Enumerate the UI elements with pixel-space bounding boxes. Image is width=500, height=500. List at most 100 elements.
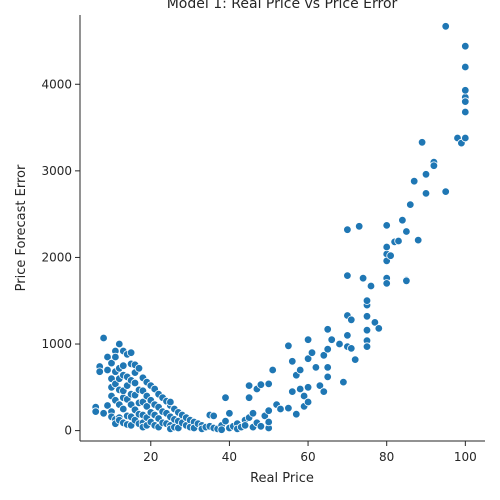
data-point (358, 274, 368, 283)
data-point (461, 97, 470, 106)
data-point (362, 296, 372, 305)
x-tick-label: 40 (222, 450, 237, 464)
data-point (240, 421, 250, 430)
data-point (323, 363, 332, 372)
data-point (276, 404, 285, 414)
y-tick-label: 2000 (41, 250, 72, 264)
data-point (209, 411, 218, 421)
data-point (319, 387, 328, 396)
data-point (107, 358, 116, 368)
data-point (414, 235, 423, 245)
data-point (402, 227, 411, 236)
data-point (370, 318, 380, 327)
data-point (221, 393, 230, 402)
data-point (130, 378, 140, 388)
data-point (402, 276, 411, 285)
data-point (264, 406, 273, 415)
data-point (307, 348, 317, 357)
data-point (394, 236, 403, 246)
data-point (461, 42, 470, 51)
data-point (417, 138, 427, 147)
data-point (217, 425, 226, 434)
data-point (221, 416, 230, 426)
data-point (126, 348, 136, 357)
data-point (303, 335, 313, 344)
data-point (421, 189, 431, 198)
data-point (134, 364, 144, 373)
data-point (347, 315, 356, 324)
x-tick-label: 80 (379, 450, 394, 464)
data-point (91, 407, 100, 416)
data-point (303, 354, 313, 363)
data-point (382, 242, 391, 252)
x-tick-label: 100 (454, 450, 477, 464)
y-tick-label: 1000 (41, 337, 72, 351)
data-point (441, 187, 450, 196)
data-point (421, 170, 431, 179)
data-point (248, 409, 258, 418)
data-point (166, 397, 175, 407)
data-point (103, 365, 112, 375)
y-tick-label: 3000 (41, 164, 72, 178)
data-point (366, 281, 376, 291)
x-axis-ticks: 20 40 60 80 100 (143, 441, 477, 464)
chart-title: Model 1: Real Price vs Price Error (167, 0, 398, 12)
data-point (339, 377, 348, 387)
data-point (111, 352, 120, 362)
data-point (461, 133, 470, 143)
data-point (244, 393, 254, 402)
data-point (264, 379, 273, 389)
data-point (323, 325, 332, 334)
data-point (284, 403, 293, 413)
x-axis-label: Real Price (250, 471, 314, 486)
data-point (441, 22, 450, 31)
data-point (319, 351, 328, 360)
data-points (91, 22, 470, 434)
data-point (119, 404, 128, 414)
data-point (327, 335, 336, 344)
data-point (256, 422, 266, 431)
data-point (362, 326, 372, 335)
data-point (323, 345, 332, 354)
data-point (410, 176, 419, 186)
data-point (406, 200, 415, 209)
x-tick-label: 60 (300, 450, 315, 464)
data-point (362, 312, 372, 321)
data-point (303, 383, 313, 392)
data-point (303, 397, 313, 407)
data-point (351, 355, 360, 364)
data-point (315, 381, 325, 390)
data-point (296, 365, 305, 375)
data-point (429, 161, 439, 170)
data-point (461, 86, 470, 95)
data-point (288, 387, 297, 396)
data-point (256, 380, 266, 389)
data-point (284, 341, 293, 350)
data-point (461, 107, 470, 117)
data-point (398, 215, 407, 225)
y-tick-label: 4000 (41, 77, 72, 91)
data-point (382, 221, 391, 230)
data-point (461, 62, 470, 72)
data-point (374, 324, 383, 333)
data-point (311, 363, 321, 372)
data-point (299, 391, 309, 401)
data-point (343, 331, 352, 340)
data-point (323, 372, 332, 382)
data-point (103, 401, 112, 410)
y-axis-ticks: 0 1000 2000 3000 4000 (41, 77, 80, 438)
data-point (99, 409, 108, 418)
data-point (115, 339, 124, 349)
data-point (264, 417, 273, 427)
data-point (268, 365, 277, 375)
data-point (119, 361, 128, 370)
data-point (99, 333, 108, 343)
data-point (142, 402, 151, 411)
data-point (296, 384, 305, 394)
data-point (347, 344, 356, 353)
data-point (292, 410, 301, 419)
data-point (343, 271, 352, 280)
data-point (362, 342, 372, 351)
data-point (335, 339, 344, 349)
